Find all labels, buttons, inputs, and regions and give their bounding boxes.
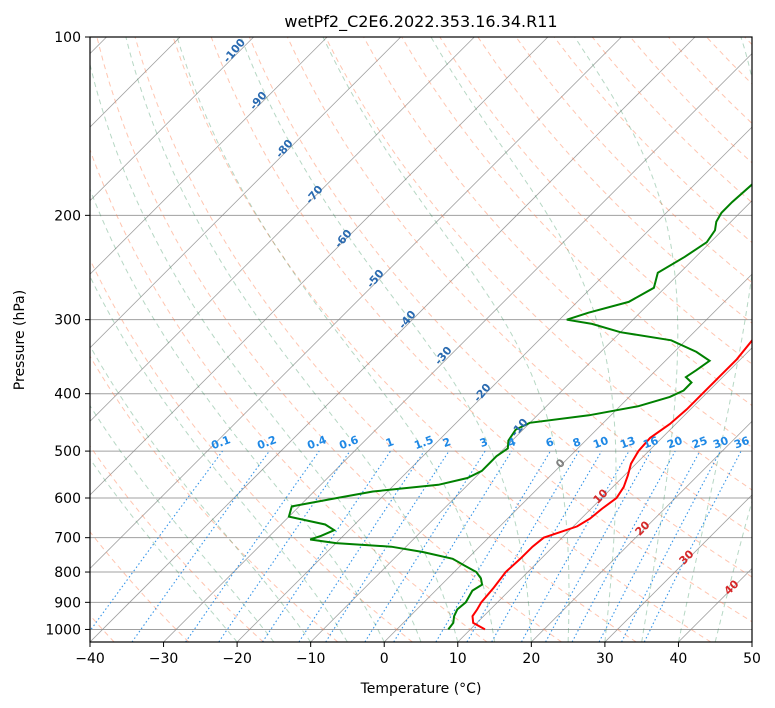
y-tick-label: 900 bbox=[54, 595, 81, 611]
y-axis-label: Pressure (hPa) bbox=[12, 290, 28, 390]
mixing-ratio-line bbox=[393, 450, 513, 642]
dry-adiabat-line bbox=[515, 37, 752, 284]
isotherm-line bbox=[604, 494, 752, 642]
moist-adiabat-line bbox=[90, 457, 238, 642]
mixing-ratio-line bbox=[262, 450, 391, 642]
dry-adiabat-line bbox=[172, 37, 712, 642]
dewpoint-profile-line bbox=[287, 183, 752, 631]
y-tick-label: 400 bbox=[54, 387, 81, 403]
mixing-ratio-label: 30 bbox=[711, 434, 730, 452]
mixing-ratio-line bbox=[325, 450, 450, 642]
mixing-ratio-line bbox=[185, 450, 320, 642]
temperature-profile-line bbox=[471, 338, 752, 631]
mixing-ratio-label: 0.6 bbox=[337, 433, 360, 452]
mixing-ratio-line bbox=[131, 450, 270, 642]
isotherm-line bbox=[310, 200, 752, 642]
isotherm-line bbox=[236, 126, 752, 642]
dry-adiabat-line bbox=[90, 258, 413, 642]
dry-adiabat-line bbox=[286, 37, 752, 534]
mixing-ratio-label: 1.5 bbox=[412, 433, 435, 452]
moist-adiabat-line bbox=[430, 37, 617, 642]
dry-adiabat-line bbox=[90, 355, 339, 642]
mixing-ratio-label: 3 bbox=[478, 435, 490, 450]
isotherm-line bbox=[457, 347, 752, 642]
mixing-ratio-label: 36 bbox=[732, 434, 751, 452]
x-tick-label: −30 bbox=[149, 651, 179, 667]
isotherm-line bbox=[90, 37, 475, 422]
mixing-ratio-label: 1 bbox=[384, 435, 396, 450]
mixing-ratio-label: 0.2 bbox=[255, 433, 278, 452]
mixing-ratio-label: 8 bbox=[571, 435, 583, 450]
mixing-ratio-label: 10 bbox=[591, 434, 610, 452]
mixing-ratio-line bbox=[571, 450, 676, 642]
dry-adiabat-line bbox=[90, 531, 190, 642]
mixing-ratio-label: 25 bbox=[690, 434, 709, 451]
mixing-ratio-line bbox=[218, 450, 351, 642]
x-tick-label: 40 bbox=[670, 651, 688, 667]
moist-adiabat-line bbox=[125, 37, 459, 642]
moist-adiabat-line bbox=[90, 404, 275, 642]
isotherm-line bbox=[90, 37, 328, 275]
y-tick-label: 600 bbox=[54, 491, 81, 507]
dry-adiabat-line bbox=[134, 37, 637, 642]
isotherm-line bbox=[90, 37, 696, 642]
y-tick-label: 300 bbox=[54, 313, 81, 329]
moist-adiabat-line bbox=[322, 37, 570, 642]
mixing-ratio-line bbox=[545, 450, 652, 642]
plot-background bbox=[90, 37, 752, 642]
mixing-ratio-label: 16 bbox=[641, 434, 660, 452]
mixing-ratio-label: 2 bbox=[441, 435, 453, 450]
mixing-ratio-label: 13 bbox=[618, 434, 637, 451]
moist-adiabat-line bbox=[90, 62, 422, 642]
y-tick-label: 100 bbox=[54, 30, 81, 46]
moist-adiabat-line bbox=[176, 37, 496, 642]
dry-adiabat-line bbox=[90, 148, 488, 642]
mixing-ratio-label: 0.4 bbox=[305, 433, 328, 452]
x-tick-label: −20 bbox=[222, 651, 252, 667]
dry-adiabat-line bbox=[401, 37, 752, 407]
isotherm-line bbox=[531, 420, 752, 642]
isotherm-line bbox=[163, 52, 752, 642]
moist-adiabat-line bbox=[240, 37, 532, 642]
moist-adiabat-line bbox=[90, 345, 312, 642]
plot-frame bbox=[89, 36, 753, 643]
x-tick-label: 20 bbox=[522, 651, 540, 667]
mixing-ratio-label: 6 bbox=[544, 435, 556, 450]
mixing-ratio-line bbox=[90, 450, 223, 632]
y-tick-label: 1000 bbox=[45, 622, 81, 638]
x-tick-label: −10 bbox=[296, 651, 326, 667]
y-tick-label: 800 bbox=[54, 565, 81, 581]
x-tick-label: 50 bbox=[743, 651, 761, 667]
chart-title: wetPf2_C2E6.2022.353.16.34.R11 bbox=[284, 12, 557, 32]
mixing-ratio-label: 0.1 bbox=[209, 433, 232, 452]
x-tick-label: −40 bbox=[75, 651, 105, 667]
isotherm-line bbox=[383, 273, 752, 642]
moist-adiabat-line bbox=[574, 37, 679, 642]
isotherm-line bbox=[90, 37, 549, 496]
isotherm-line bbox=[90, 37, 254, 202]
y-tick-label: 700 bbox=[54, 531, 81, 547]
isotherm-line bbox=[90, 37, 622, 570]
dry-adiabat-line bbox=[96, 37, 562, 642]
dry-adiabat-line bbox=[210, 37, 752, 623]
dry-adiabat-line bbox=[439, 37, 752, 365]
isotherm-line bbox=[751, 641, 752, 642]
y-tick-label: 500 bbox=[54, 444, 81, 460]
y-tick-label: 200 bbox=[54, 208, 81, 224]
moist-adiabat-line bbox=[90, 188, 385, 642]
mixing-ratio-line bbox=[643, 450, 742, 642]
isotherm-line bbox=[90, 37, 402, 349]
x-tick-label: 30 bbox=[596, 651, 614, 667]
moist-adiabat-line bbox=[90, 275, 348, 642]
dry-adiabat-line bbox=[248, 37, 752, 578]
dry-adiabat-line bbox=[90, 445, 264, 642]
mixing-ratio-line bbox=[521, 450, 630, 642]
mixing-ratio-label: 20 bbox=[665, 434, 684, 452]
mixing-ratio-label: 4 bbox=[506, 435, 518, 450]
x-axis-label: Temperature (°C) bbox=[360, 681, 482, 697]
x-tick-label: 10 bbox=[449, 651, 467, 667]
mixing-ratio-line bbox=[298, 450, 425, 642]
x-tick-label: 0 bbox=[380, 651, 389, 667]
